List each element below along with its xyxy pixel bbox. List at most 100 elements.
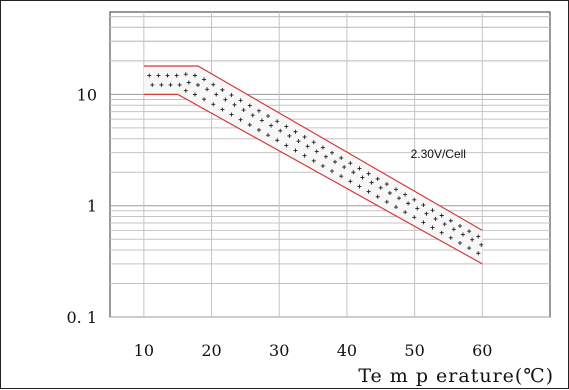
band-marker [448,235,453,240]
band-marker [314,149,319,154]
y-axis-tick-labels: 0. 1 1 10 [66,85,97,327]
band-marker [351,170,356,175]
series-annotation: 2.30V/Cell [411,147,466,161]
band-marker [412,197,417,202]
band-marker [451,227,456,232]
y-tick-label: 0. 1 [66,308,97,327]
x-axis-tick-labels: 10 20 30 40 50 60 [134,341,493,360]
band-marker [296,139,301,144]
band-marker [424,211,429,216]
band-marker [421,220,426,225]
band-marker [442,222,447,227]
band-marker [275,138,280,143]
band-marker [476,234,481,239]
band-marker [311,158,316,163]
band-marker [195,82,200,87]
band-fill [143,66,483,264]
horizontal-gridlines [110,16,550,318]
band-marker [430,208,435,213]
band-marker [250,113,255,118]
band-marker [375,176,380,181]
band-marker [467,246,472,251]
band-marker [202,97,207,102]
band-marker [223,97,228,102]
x-tick-label: 20 [201,341,221,360]
band-marker [397,196,401,201]
band-marker [457,240,462,245]
x-tick-label: 10 [134,341,154,360]
band-marker [394,187,398,192]
band-marker [333,159,338,164]
band-marker [202,77,207,82]
band-marker [269,123,274,128]
band-marker [220,87,225,92]
band-marker [457,223,462,228]
band-marker [476,251,481,256]
x-tick-label: 50 [404,341,424,360]
band-marker [384,199,389,204]
lower-boundary-line [143,93,483,265]
band-marker [378,185,383,190]
band-marker [406,201,411,206]
band-marker [214,92,219,97]
band-marker [174,73,179,78]
band-marker [275,119,280,124]
x-axis-label: Te m p erature(℃) [358,365,554,387]
band-marker [339,174,344,179]
band-marker [211,82,216,87]
band-marker [348,161,353,166]
band-marker [302,153,307,158]
band-marker [403,210,408,215]
band-marker [287,133,292,138]
band-marker [360,175,365,180]
band-marker [330,169,335,174]
band-marker [421,203,426,208]
band-marker [293,148,298,153]
band-marker [259,118,264,123]
band-marker [186,80,191,85]
band-marker [256,128,261,133]
band-marker [366,189,371,194]
upper-boundary-line [143,65,483,231]
band-marker [266,133,271,138]
band-marker [384,182,389,187]
band-marker [229,93,234,98]
band-marker [238,98,243,103]
band-marker [394,205,398,210]
band-marker [302,134,307,139]
band-marker [330,150,335,155]
band-marker [323,154,328,159]
band-marker [412,215,417,220]
band-marker [415,206,420,211]
band-marker [220,107,225,112]
band-marker [430,225,435,230]
band-marker [467,229,472,234]
band-marker [439,213,444,218]
band-marker [387,190,392,195]
band-marker [366,171,371,176]
band-marker [357,166,362,171]
band-marker [305,144,310,149]
band-marker [168,82,173,87]
band-marker [342,165,347,170]
y-tick-label: 1 [87,197,97,216]
band-marker [232,102,237,107]
band-marker [229,112,234,117]
band-marker [348,179,353,184]
band-marker [403,192,408,197]
band-marker [320,145,325,150]
band-marker [320,163,325,168]
band-marker [284,143,289,148]
band-marker [156,73,161,78]
y-tick-label: 10 [77,85,97,104]
band-marker [192,73,197,78]
band-marker [247,103,252,108]
band-marker [293,129,298,134]
band-marker [241,108,246,113]
band-marker [205,87,210,92]
band-marker [150,82,155,87]
band-marker [470,237,475,242]
x-tick-label: 40 [337,341,357,360]
band-marker [183,88,188,93]
